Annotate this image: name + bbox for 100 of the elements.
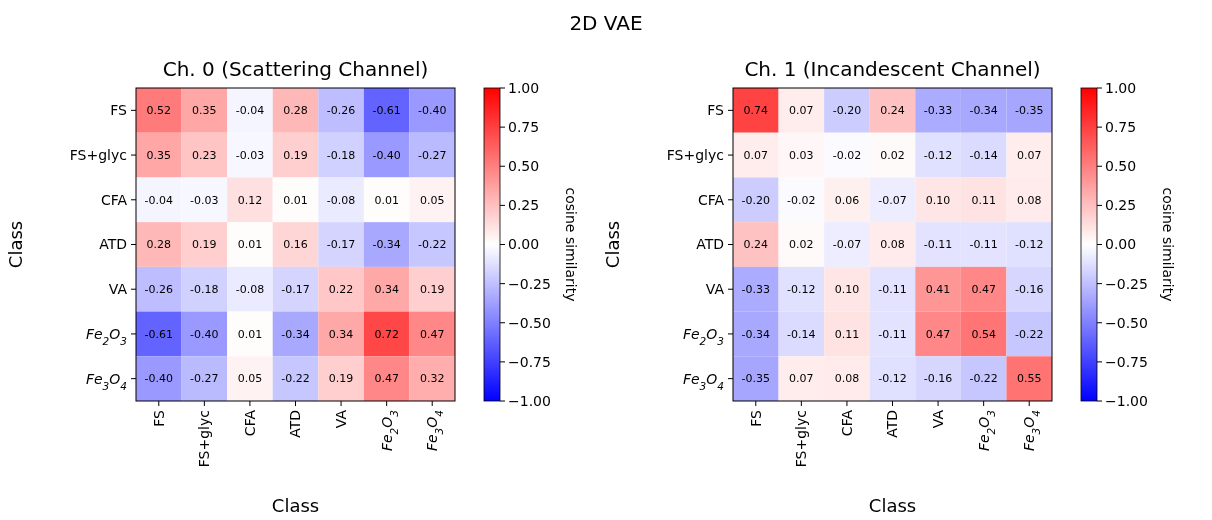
data-label: -0.17 [281,283,310,297]
y-tick-label: Fe$_{3}$O$_{4}$ [682,370,724,392]
color-bar-label: −0.25 [508,275,551,292]
data-label: 0.11 [971,193,996,207]
data-label: -0.07 [832,238,862,252]
data-label: -0.02 [787,193,816,207]
data-label: 0.08 [834,372,860,386]
data-label: 0.01 [237,327,263,341]
data-label: -0.11 [878,283,907,297]
y-tick-label: VA [705,281,725,298]
y-tick-label: FS [707,102,725,119]
data-label: -0.11 [969,238,998,252]
data-label: 0.05 [419,193,445,207]
data-label: -0.33 [923,104,953,118]
text: 2D VAE [569,11,643,35]
data-label: -0.40 [144,372,174,386]
data-label: -0.04 [235,104,265,118]
color-bar-label: 0.25 [1105,197,1137,214]
data-label: -0.03 [190,193,219,207]
color-bar-label: 0.00 [508,236,540,253]
data-label: 0.34 [374,283,399,297]
data-label: -0.12 [923,148,953,162]
data-label: -0.14 [969,148,998,162]
y-tick-label: CFA [100,191,128,208]
data-label: -0.35 [741,372,771,386]
data-label: -0.33 [741,283,771,297]
data-label: 0.54 [971,327,996,341]
data-label: 0.07 [1016,148,1042,162]
data-label: -0.27 [417,148,447,162]
x-tick-label: CFA [241,409,258,437]
data-label: 0.55 [1016,372,1042,386]
color-bar-label: −0.75 [1105,353,1148,370]
data-label: -0.35 [1014,104,1044,118]
data-label: -0.40 [417,104,447,118]
y-axis-title: Class [602,220,623,269]
data-label: -0.03 [235,148,265,162]
data-label: 0.47 [374,372,399,386]
y-tick-label: ATD [696,236,724,253]
color-bar-label: 0.75 [1105,119,1137,136]
data-label: 0.12 [237,193,263,207]
data-label: 0.35 [146,148,172,162]
data-label: -0.18 [190,283,219,297]
color-bar-label: 0.50 [508,158,540,175]
data-label: 0.07 [743,148,769,162]
data-label: -0.34 [372,238,401,252]
data-label: 0.01 [237,238,263,252]
data-label: -0.18 [326,148,356,162]
y-axis-title: Class [5,220,26,269]
data-label: 0.41 [925,283,951,297]
chart-title: Ch. 0 (Scattering Channel) [162,57,429,81]
chart-title: Ch. 1 (Incandescent Channel) [744,57,1041,81]
data-label: 0.28 [146,238,172,252]
data-label: 0.08 [1016,193,1042,207]
x-tick-label: VA [929,409,946,429]
color-bar-label: 0.25 [508,197,540,214]
data-label: 0.05 [237,372,263,386]
color-bar-label: −0.75 [508,353,551,370]
data-label: -0.61 [372,104,401,118]
data-label: 0.19 [283,148,308,162]
x-tick-label: FS [150,409,167,427]
y-tick-label: FS [110,102,128,119]
color-bar-label: −1.00 [1105,392,1148,409]
data-label: 0.28 [283,104,308,118]
data-label: -0.34 [969,104,998,118]
y-tick-label: CFA [697,191,725,208]
data-label: -0.11 [878,327,907,341]
color-bar-label: 0.75 [508,119,540,136]
y-tick-label: FS+glyc [666,146,724,163]
data-label: -0.07 [878,193,907,207]
data-label: 0.06 [834,193,860,207]
data-label: -0.12 [1014,238,1044,252]
y-tick-label: VA [108,281,128,298]
data-label: 0.72 [374,327,399,341]
data-label: -0.26 [326,104,356,118]
color-bar-label: −0.50 [508,314,551,331]
data-label: -0.20 [832,104,862,118]
x-tick-label: VA [332,409,349,429]
data-label: 0.03 [789,148,814,162]
data-label: 0.11 [834,327,860,341]
data-label: 0.01 [283,193,308,207]
data-label: 0.24 [880,104,905,118]
x-tick-label: FS+glyc [793,410,810,468]
data-label: 0.23 [192,148,217,162]
data-label: -0.12 [878,372,907,386]
data-label: 0.02 [880,148,905,162]
color-bar-label: 0.00 [1105,236,1137,253]
x-tick-label: ATD [287,410,304,438]
data-label: -0.61 [144,327,174,341]
data-label: 0.19 [328,372,354,386]
data-label: -0.40 [372,148,401,162]
data-label: 0.10 [925,193,951,207]
data-label: 0.52 [146,104,172,118]
data-label: -0.16 [923,372,953,386]
y-tick-label: Fe$_{2}$O$_{3}$ [85,325,127,347]
color-bar-label: −0.25 [1105,275,1148,292]
data-label: 0.34 [328,327,354,341]
data-label: -0.08 [326,193,356,207]
color-bar-label: 0.50 [1105,158,1137,175]
data-label: 0.07 [789,104,814,118]
data-label: 0.10 [834,283,860,297]
